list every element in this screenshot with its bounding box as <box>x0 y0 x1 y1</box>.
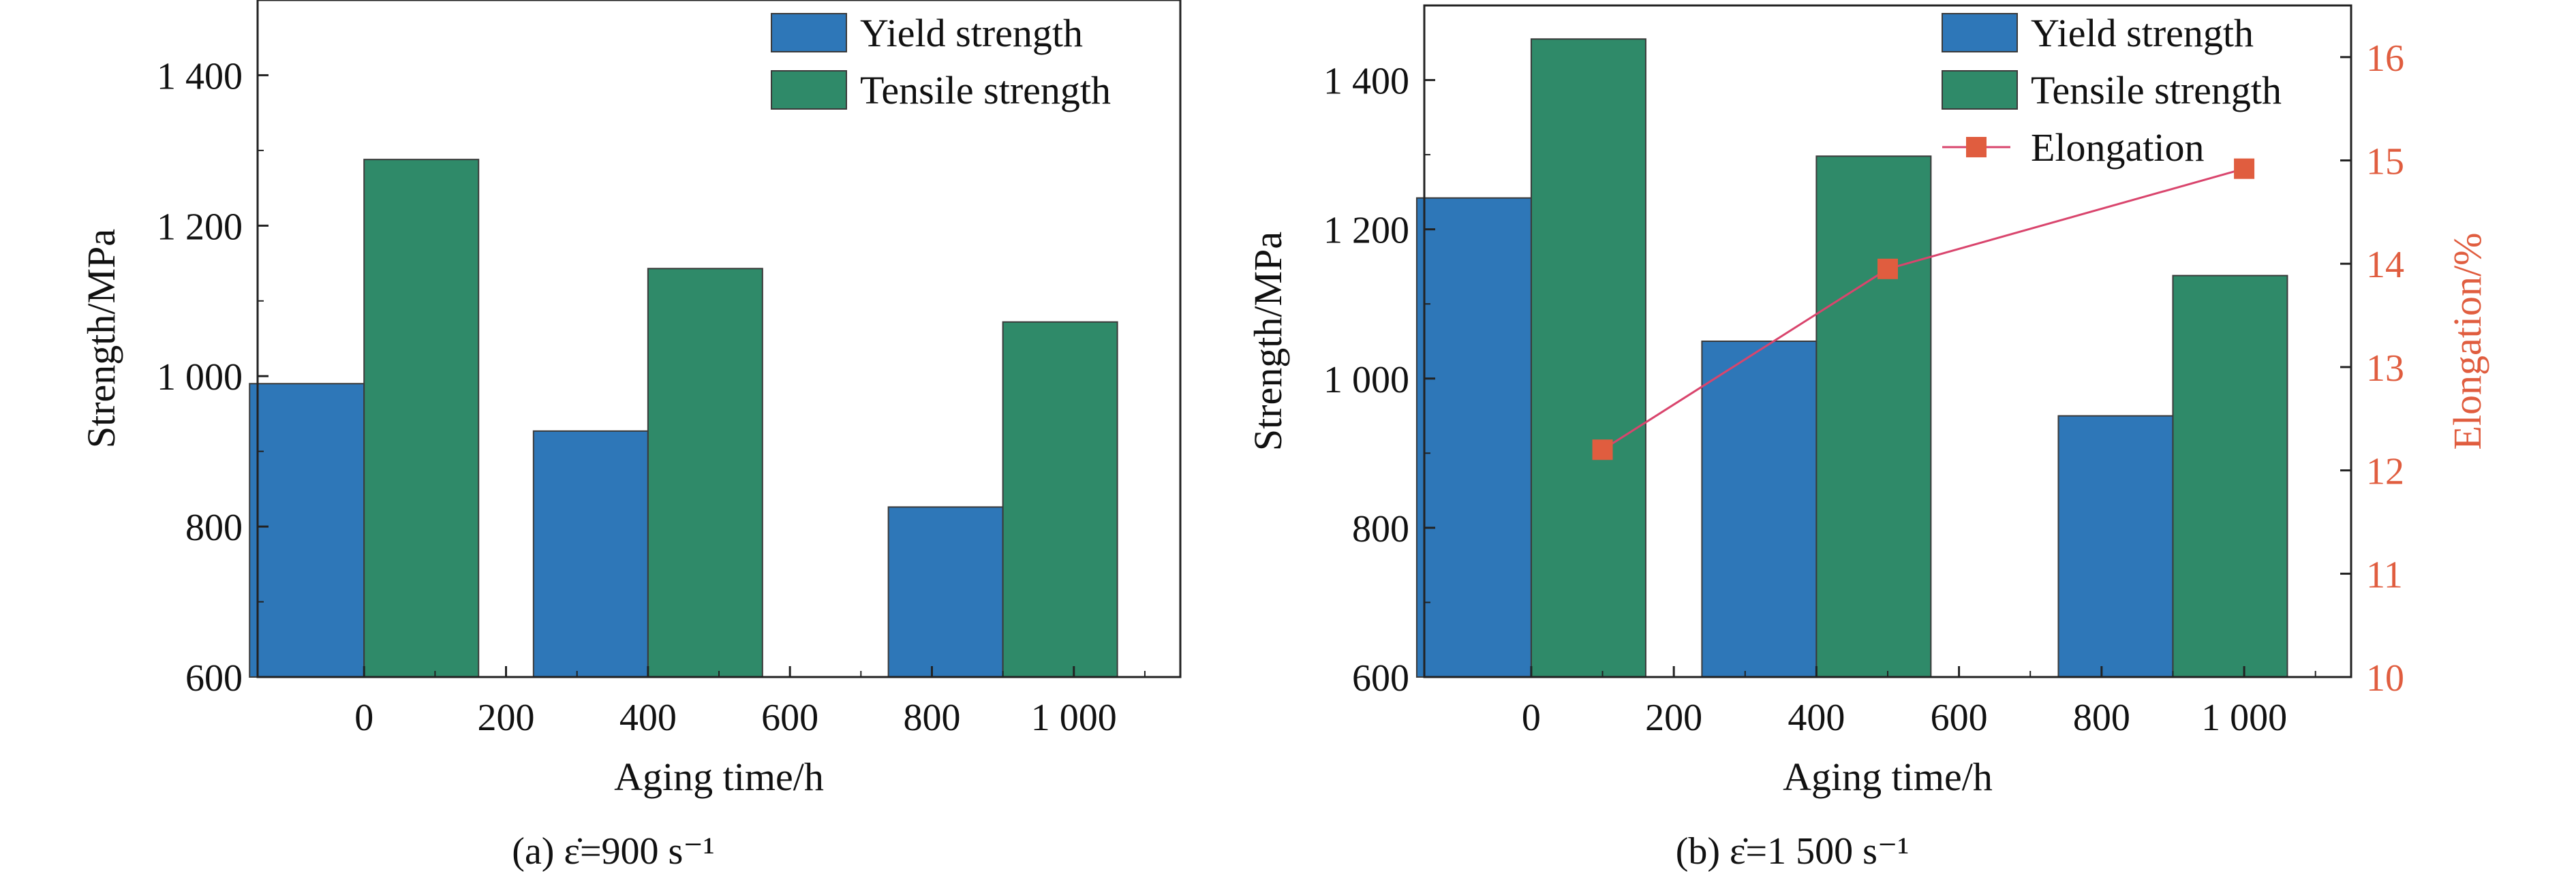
y2-tick-label-6: 16 <box>2366 37 2404 80</box>
x-tick-label-2: 400 <box>619 697 677 739</box>
elongation-point-0 <box>1592 439 1613 460</box>
y-tick-label-1: 800 <box>1352 508 1409 550</box>
x-tick-label-1: 200 <box>1645 697 1702 739</box>
x-tick-label-0: 0 <box>354 697 373 739</box>
y-tick-label-3: 1 200 <box>1323 210 1409 252</box>
y2-tick-label-2: 12 <box>2366 451 2404 493</box>
y-tick-label-3: 1 200 <box>157 206 243 248</box>
legend-elongation-marker <box>1966 137 1987 157</box>
y-tick-label-0: 600 <box>1352 657 1409 700</box>
legend-label-elongation: Elongation <box>2031 125 2205 170</box>
x-tick-label-2: 400 <box>1788 697 1845 739</box>
y-axis-label: Strength/MPa <box>1246 232 1290 451</box>
y-tick-label-0: 600 <box>185 657 243 700</box>
legend-label-yield-strength: Yield strength <box>860 11 1083 55</box>
x-axis-label: Aging time/h <box>614 755 824 799</box>
bar-tensile-strength-1 <box>1815 155 1932 678</box>
bar-tensile-strength-0 <box>363 159 480 678</box>
elongation-point-2 <box>2234 158 2255 179</box>
bar-yield-strength-0 <box>1415 197 1532 678</box>
x-tick-label-5: 1 000 <box>1031 697 1117 739</box>
y2-tick-label-0: 10 <box>2366 657 2404 700</box>
legend-swatch-tensile-strength <box>1942 70 2018 110</box>
elongation-point-1 <box>1877 258 1898 279</box>
legend-label-tensile-strength: Tensile strength <box>2031 68 2282 112</box>
legend-swatch-yield-strength <box>1942 13 2018 52</box>
bar-yield-strength-1 <box>532 430 649 678</box>
panel-a-chart: 600 800 1 000 1 200 1 400 0 200 400 600 800 1 000 A… <box>79 0 1182 873</box>
y2-tick-label-3: 13 <box>2366 347 2404 390</box>
legend-swatch-yield-strength <box>771 13 847 52</box>
y-tick-label-2: 1 000 <box>1323 359 1409 401</box>
x-tick-label-4: 800 <box>903 697 960 739</box>
x-tick-label-4: 800 <box>2073 697 2130 739</box>
bar-tensile-strength-2 <box>1002 321 1118 678</box>
legend-label-yield-strength: Yield strength <box>2031 11 2254 55</box>
y-axis-label: Strength/MPa <box>79 229 123 448</box>
legend-label-tensile-strength: Tensile strength <box>860 68 1111 112</box>
bar-yield-strength-1 <box>1701 341 1818 678</box>
bar-tensile-strength-0 <box>1530 38 1646 678</box>
y-tick-label-2: 1 000 <box>157 356 243 398</box>
bar-yield-strength-0 <box>249 383 365 678</box>
legend-swatch-tensile-strength <box>771 70 847 110</box>
x-tick-label-0: 0 <box>1522 697 1541 739</box>
y-tick-label-1: 800 <box>185 507 243 549</box>
panel-caption: (b) ε̇=1 500 s⁻¹ <box>1676 830 1910 873</box>
panel-caption: (a) ε̇=900 s⁻¹ <box>512 830 714 873</box>
y-tick-label-4: 1 400 <box>1323 61 1409 103</box>
y2-tick-label-1: 11 <box>2366 554 2403 596</box>
bar-yield-strength-2 <box>2057 415 2174 678</box>
y-tick-label-4: 1 400 <box>157 55 243 97</box>
x-tick-label-1: 200 <box>478 697 535 739</box>
y2-axis-label: Elongation/% <box>2445 233 2489 450</box>
bar-yield-strength-2 <box>887 506 1004 678</box>
x-axis-label: Aging time/h <box>1783 755 1993 799</box>
bar-tensile-strength-2 <box>2172 274 2288 678</box>
x-tick-label-3: 600 <box>1931 697 1988 739</box>
x-tick-label-5: 1 000 <box>2201 697 2287 739</box>
x-tick-label-3: 600 <box>761 697 818 739</box>
y2-tick-label-5: 15 <box>2366 141 2404 183</box>
bar-tensile-strength-1 <box>647 268 763 678</box>
panel-b-chart: 600 800 1 000 1 200 1 400 0 200 400 600 800 1 000 1… <box>1246 4 2489 873</box>
y2-tick-label-4: 14 <box>2366 244 2404 286</box>
